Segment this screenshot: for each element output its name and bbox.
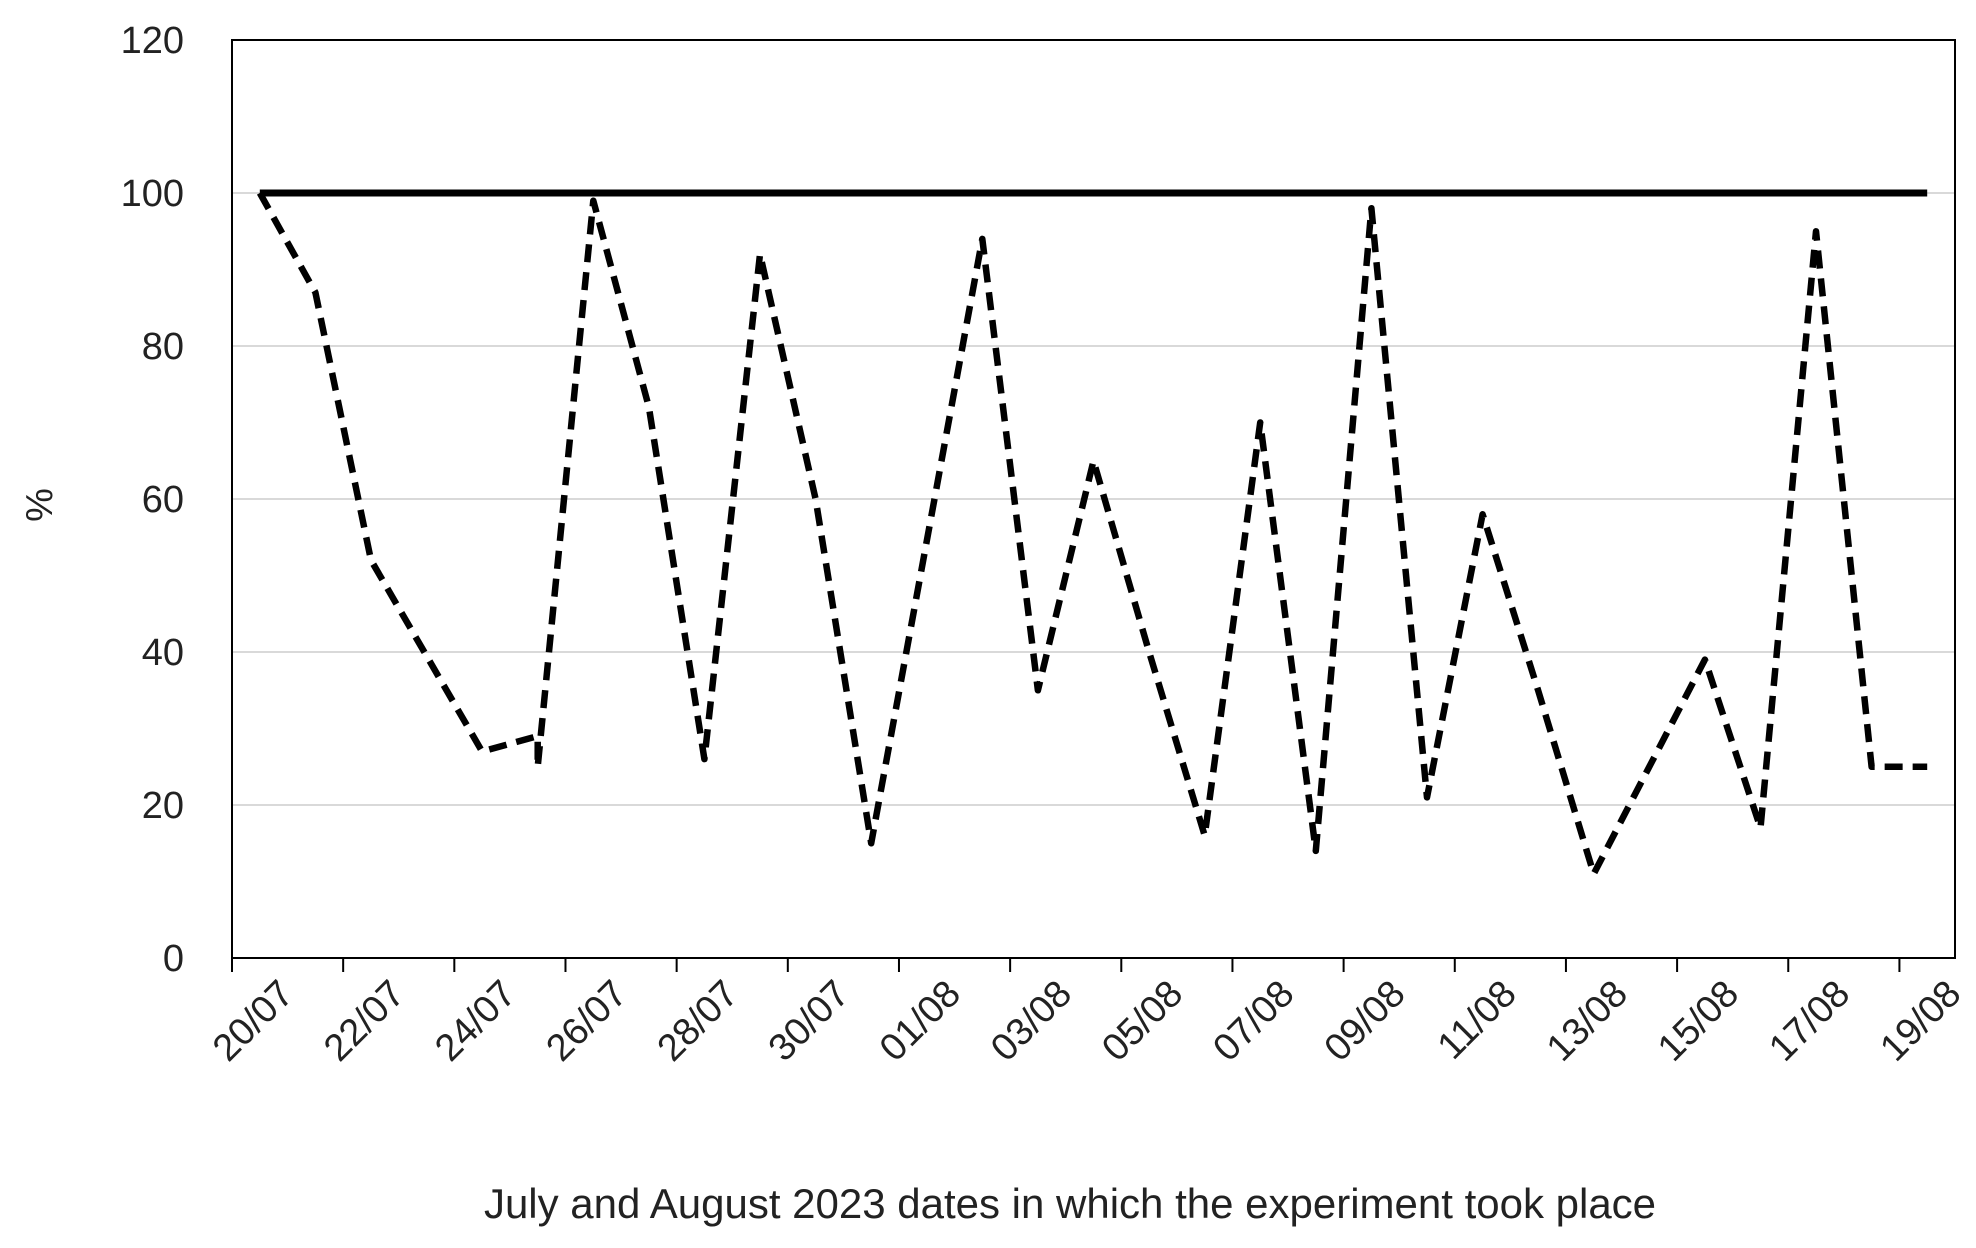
y-tick-label: 120 <box>121 20 184 62</box>
x-tick-label: 17/08 <box>1761 973 1858 1070</box>
plot-frame <box>231 39 1956 959</box>
x-tick-label: 07/08 <box>1205 973 1302 1070</box>
y-tick-label: 100 <box>121 173 184 215</box>
x-tick-label: 15/08 <box>1650 973 1747 1070</box>
y-tick-label: 40 <box>142 632 184 674</box>
axes <box>231 39 1956 972</box>
x-tick-label: 24/07 <box>427 973 524 1070</box>
x-tick-labels: 20/07 22/07 24/07 26/07 28/07 30/07 01/08 03/08… <box>205 973 1969 1070</box>
y-tick-labels: 0 20 40 60 80 100 120 <box>121 20 184 980</box>
series-lines <box>256 189 1928 878</box>
x-axis-title: July and August 2023 dates in which the … <box>484 1180 1656 1227</box>
series-line-dashed <box>256 191 1928 878</box>
y-tick-label: 0 <box>163 938 184 980</box>
x-tick-label: 05/08 <box>1094 973 1191 1070</box>
x-tick-label: 13/08 <box>1539 973 1636 1070</box>
x-tick-label: 26/07 <box>538 973 635 1070</box>
y-tick-label: 20 <box>142 785 184 827</box>
x-tick-label: 20/07 <box>205 973 302 1070</box>
x-tick-label: 11/08 <box>1430 973 1525 1068</box>
gridlines <box>232 192 1955 806</box>
x-tick-label: 30/07 <box>761 973 858 1070</box>
y-axis-title: % <box>19 488 61 522</box>
x-tick-label: 09/08 <box>1317 973 1414 1070</box>
x-tick-label: 22/07 <box>316 973 413 1070</box>
y-tick-label: 60 <box>142 479 184 521</box>
x-tick-label: 01/08 <box>872 973 969 1070</box>
y-tick-label: 80 <box>142 326 184 368</box>
x-tick-label: 03/08 <box>983 973 1080 1070</box>
x-tick-label: 19/08 <box>1872 973 1969 1070</box>
x-tick-label: 28/07 <box>650 973 747 1070</box>
